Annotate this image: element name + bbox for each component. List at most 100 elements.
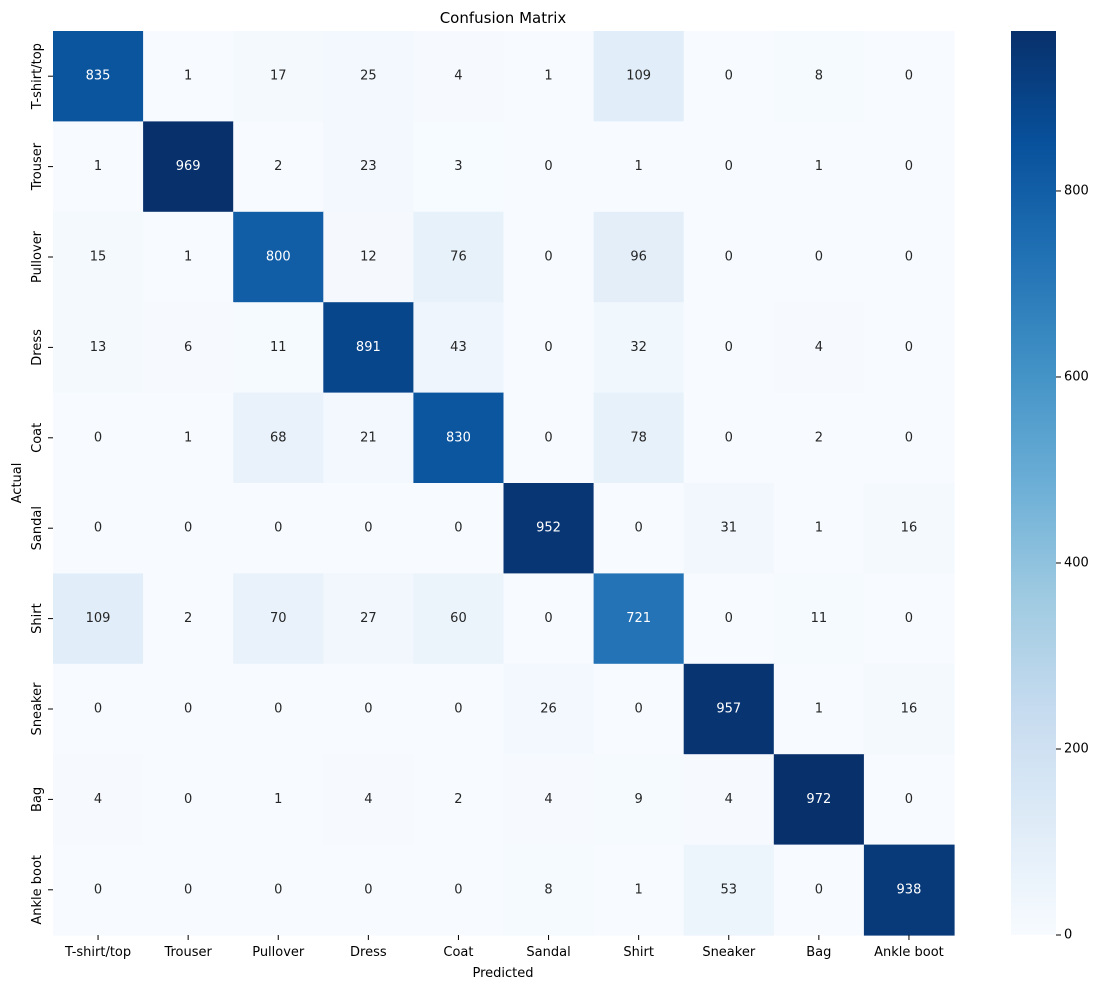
heatmap-cell [773,754,865,846]
cell-value-label: 1 [184,430,192,445]
cell-value-label: 0 [725,250,733,265]
y-tick-label: Sandal [30,506,45,550]
cell-value-label: 835 [86,69,111,84]
cell-value-label: 0 [454,882,462,897]
y-tick-label: T-shirt/top [30,43,45,110]
cell-value-label: 0 [184,882,192,897]
heatmap-cell [413,211,505,303]
x-tick-label: Dress [350,945,387,960]
heatmap-cell [773,121,865,213]
cell-value-label: 0 [274,702,282,717]
heatmap-cell [773,211,865,303]
heatmap-cell [863,302,955,394]
cell-value-label: 21 [360,430,377,445]
heatmap-cell [323,302,414,394]
heatmap-cell [773,392,865,484]
cell-value-label: 2 [454,792,462,807]
cell-value-label: 1 [544,69,552,84]
heatmap-cell [503,302,595,394]
cell-value-label: 4 [815,340,823,355]
heatmap-cell [773,663,865,755]
heatmap-cell [593,754,685,846]
heatmap-cell [143,573,234,665]
cell-value-label: 1 [635,159,643,174]
cell-value-label: 13 [90,340,107,355]
heatmap-cell [863,483,955,574]
y-tick-label: Shirt [30,603,45,634]
heatmap-cell [53,754,144,846]
cell-value-label: 0 [815,250,823,265]
cell-value-label: 0 [905,340,913,355]
heatmap-cell [233,211,324,303]
x-tick-label: Bag [806,945,831,960]
heatmap-cell [773,302,865,394]
cell-value-label: 830 [446,430,471,445]
cell-value-label: 3 [454,159,462,174]
heatmap-cell [683,663,775,755]
cell-value-label: 43 [450,340,467,355]
heatmap-cell [683,211,775,303]
heatmap-cell [503,392,595,484]
cell-value-label: 0 [905,250,913,265]
cell-value-label: 0 [725,340,733,355]
cell-value-label: 0 [905,69,913,84]
cell-value-label: 0 [94,430,102,445]
colorbar-ticks: 0 200 400 600 800 [1056,183,1089,943]
cell-value-label: 0 [815,882,823,897]
heatmap-cell [233,573,324,665]
heatmap-cell [53,392,144,484]
cell-value-label: 109 [626,69,651,84]
heatmap-cell [503,754,595,846]
heatmap-cell [593,844,685,936]
heatmap-cell [593,121,685,213]
cell-value-label: 27 [360,611,377,626]
x-tick-label: Trouser [163,945,212,960]
heatmap-cell [863,663,955,755]
heatmap-cell [143,483,234,574]
cell-value-label: 1 [635,882,643,897]
cell-value-label: 60 [450,611,467,626]
heatmap-cell [143,302,234,394]
cell-value-label: 16 [901,702,918,717]
cell-value-label: 0 [635,521,643,536]
cell-value-label: 11 [811,611,828,626]
cell-value-label: 0 [274,521,282,536]
heatmap-cell [143,844,234,936]
x-tick-label: Coat [443,945,473,960]
heatmap-cell [143,754,234,846]
heatmap-cell [413,844,505,936]
y-axis-ticks: T-shirt/top Trouser Pullover Dress Coat Sanda… [30,43,53,925]
heatmap-cell [413,121,505,213]
y-axis-label: Actual [10,463,25,504]
cell-value-label: 76 [450,250,467,265]
cell-value-label: 2 [184,611,192,626]
x-tick-label: Shirt [623,945,654,960]
heatmap-cell [323,663,414,755]
y-tick-label: Sneaker [30,682,45,736]
heatmap-cell [863,31,955,122]
colorbar-tick-label: 600 [1064,369,1089,384]
heatmap-cell [683,483,775,574]
heatmap-cell [593,573,685,665]
heatmap-cell [413,754,505,846]
heatmap-cell [593,302,685,394]
cell-value-label: 1 [184,69,192,84]
heatmap-cell [413,483,505,574]
heatmap-cell [773,483,865,574]
cell-value-label: 0 [905,159,913,174]
cell-value-label: 8 [544,882,552,897]
y-tick-label: Dress [30,329,45,366]
heatmap-cell [593,392,685,484]
heatmap-cell [863,392,955,484]
cell-value-label: 0 [905,430,913,445]
cell-value-label: 68 [270,430,287,445]
cell-value-label: 4 [94,792,102,807]
heatmap-cell [233,483,324,574]
cell-value-label: 0 [544,611,552,626]
y-tick-label: Pullover [30,230,45,283]
x-tick-label: Sandal [526,945,570,960]
cell-value-label: 12 [360,250,377,265]
heatmap-cell [53,573,144,665]
heatmap-cell [863,754,955,846]
cell-value-label: 969 [176,159,201,174]
